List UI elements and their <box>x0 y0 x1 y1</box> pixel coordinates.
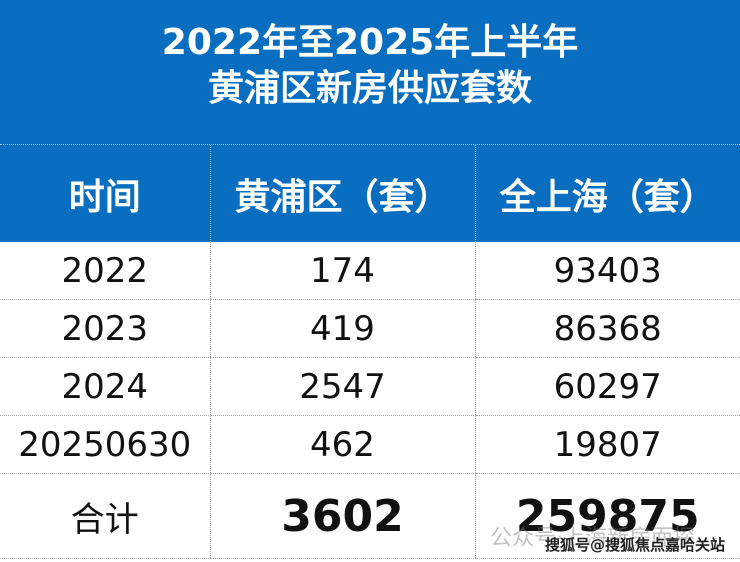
cell-huangpu: 174 <box>209 242 475 300</box>
cell-shanghai: 93403 <box>474 242 740 300</box>
cell-shanghai: 60297 <box>474 357 740 416</box>
cell-time: 2024 <box>0 357 210 416</box>
header-huangpu: 黄浦区（套） <box>209 145 475 242</box>
cell-time: 2023 <box>0 299 210 358</box>
sohu-watermark: 搜狐号@搜狐焦点嘉哈关站 <box>545 536 726 554</box>
header-row: 时间 黄浦区（套） 全上海（套） <box>0 145 740 242</box>
title-line-2: 黄浦区新房供应套数 <box>207 68 532 109</box>
header-time: 时间 <box>0 145 210 242</box>
cell-time: 20250630 <box>0 415 210 474</box>
cell-huangpu: 2547 <box>209 357 475 416</box>
cell-time: 2022 <box>0 242 210 300</box>
cell-huangpu: 419 <box>209 299 475 358</box>
total-huangpu: 3602 <box>209 473 475 559</box>
cell-huangpu: 462 <box>209 415 475 474</box>
table-row: 2022 174 93403 <box>0 242 740 300</box>
table-row: 2024 2547 60297 <box>0 357 740 416</box>
table-row: 2023 419 86368 <box>0 299 740 358</box>
header-shanghai: 全上海（套） <box>474 145 740 242</box>
table-title: 2022年至2025年上半年 黄浦区新房供应套数 <box>0 0 740 145</box>
table-row: 20250630 462 19807 <box>0 415 740 474</box>
cell-shanghai: 19807 <box>474 415 740 474</box>
supply-table: 时间 黄浦区（套） 全上海（套） 2022 174 93403 2023 419… <box>0 145 740 559</box>
total-shanghai: 259875 <box>474 473 740 559</box>
total-row: 合计 3602 259875 <box>0 473 740 559</box>
cell-shanghai: 86368 <box>474 299 740 358</box>
total-label: 合计 <box>0 473 210 559</box>
title-line-1: 2022年至2025年上半年 <box>161 22 579 63</box>
